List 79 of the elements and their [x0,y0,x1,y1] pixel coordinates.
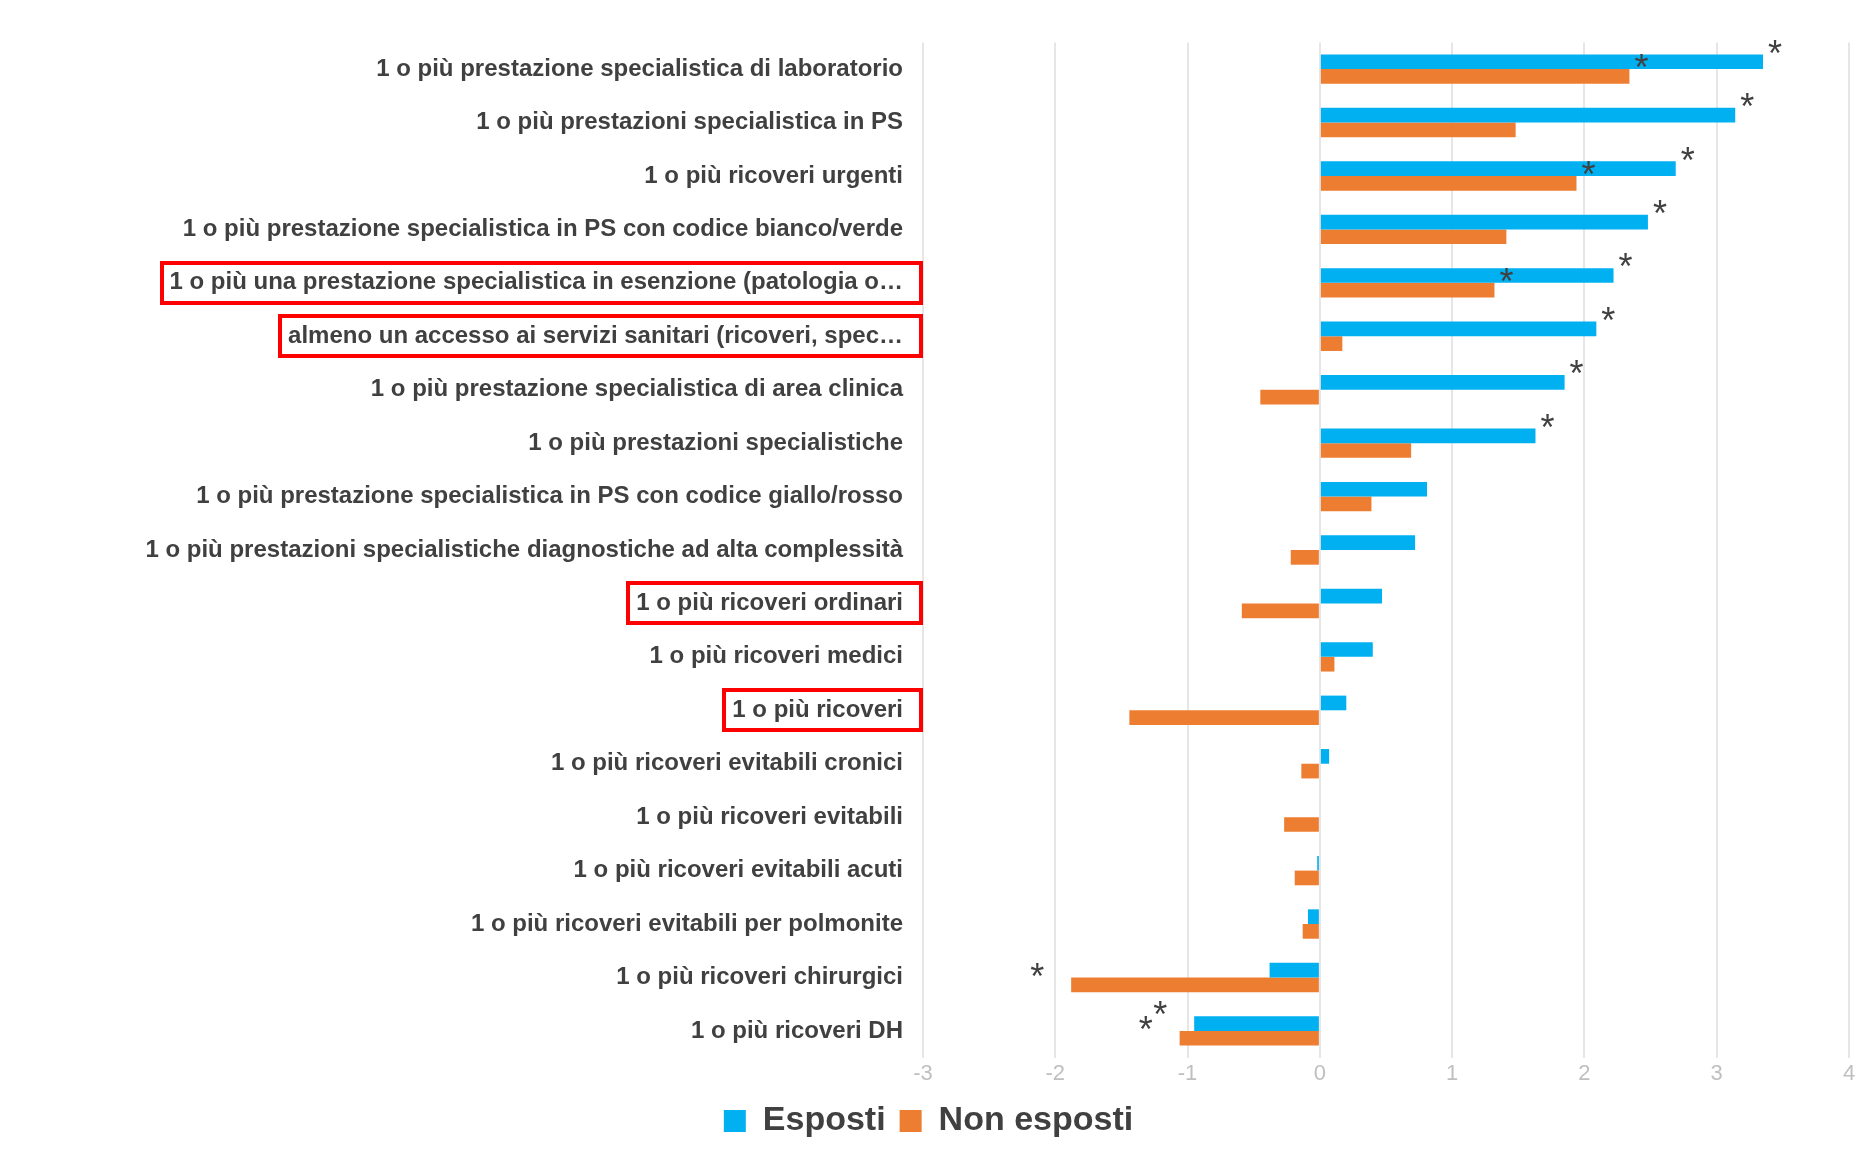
y-tick-label: 1 o più ricoveri evitabili acuti [573,855,903,883]
bar [1302,924,1319,939]
bar [1320,268,1614,283]
bar [1284,817,1319,832]
bar [1320,496,1372,512]
y-tick-label: 1 o più prestazione specialistica di laboratorio [376,53,903,81]
x-tick-label: 2 [1578,1059,1591,1085]
y-tick-label: 1 o più prestazioni specialistiche [528,427,903,455]
bar [1320,214,1648,230]
bar [1320,695,1347,711]
bar [1269,962,1319,978]
annotation: * [1153,994,1168,1036]
x-tick-label: -2 [1045,1059,1066,1085]
annotation: * [1740,86,1755,128]
bar [1320,535,1416,550]
bar [1320,175,1577,191]
bar [1194,1016,1319,1031]
legend-label: Non esposti [938,1099,1134,1138]
bar [1320,428,1536,444]
annotation: * [1634,47,1649,89]
bar [1260,389,1319,405]
y-tick-label: 1 o più ricoveri DH [690,1015,903,1043]
y-tick-label: 1 o più ricoveri urgenti [644,160,903,188]
bar [1320,282,1495,298]
y-tick-label: 1 o più prestazione specialistica in PS con codice bianco/verde [182,214,903,242]
y-tick-label: 1 o più prestazioni specialistiche diagnostiche ad alta complessità [145,534,904,562]
x-tick-label: -3 [913,1059,933,1085]
y-tick-label: 1 o più una prestazione specialistica in esenzione (patologia o… [169,267,903,295]
x-tick-label: 0 [1313,1059,1326,1085]
bar [1320,321,1597,337]
y-tick-label: 1 o più ricoveri evitabili [636,801,903,829]
bar [1290,550,1319,565]
bar [1320,642,1373,657]
bar [1320,69,1630,84]
y-tick-label: 1 o più prestazione specialistica in PS con codice giallo/rosso [196,481,903,509]
bar [1241,603,1319,619]
bar [1320,107,1736,123]
annotation: * [1680,139,1695,181]
bar [1320,336,1343,351]
annotation: * [1601,299,1616,341]
bar [1129,710,1319,725]
bar [1307,909,1319,925]
bar [1320,749,1330,764]
y-tick-label: 1 o più ricoveri chirurgici [616,962,903,990]
bar [1320,229,1507,245]
y-tick-label: 1 o più ricoveri [732,694,903,722]
y-tick-label: 1 o più prestazione specialistica di area clinica [370,374,904,402]
x-tick-label: 4 [1842,1059,1856,1085]
bar [1294,870,1319,886]
y-tick-label: 1 o più ricoveri medici [649,641,903,669]
annotation: * [1138,1009,1153,1051]
annotation: * [1581,154,1596,196]
annotation: * [1540,406,1555,448]
bar [1301,763,1319,779]
annotation: * [1652,192,1667,234]
bar [1320,656,1335,672]
x-tick-label: -1 [1177,1059,1198,1085]
bar [1179,1030,1319,1046]
y-tick-label: 1 o più ricoveri evitabili per polmonite [470,908,903,936]
bar [1320,443,1412,458]
y-tick-label: 1 o più prestazioni specialistica in PS [476,107,903,135]
legend-label: Esposti [762,1099,886,1138]
y-tick-label: 1 o più ricoveri evitabili cronici [550,748,903,776]
bar [1320,122,1516,138]
annotation: * [1569,353,1584,395]
bar [1320,481,1428,497]
bar [1320,375,1565,390]
annotation: * [1618,246,1633,288]
bar [1071,977,1319,993]
y-tick-label: almeno un accesso ai servizi sanitari (ricoveri, spec… [288,320,903,348]
bar [1320,161,1676,176]
annotation: * [1499,261,1514,303]
bar [1320,54,1764,70]
annotation: * [1030,955,1045,997]
y-tick-label: 1 o più ricoveri ordinari [636,588,903,616]
bar [1320,588,1383,604]
annotation: * [1768,32,1783,74]
x-tick-label: 1 [1446,1059,1459,1085]
x-tick-label: 3 [1710,1059,1723,1085]
